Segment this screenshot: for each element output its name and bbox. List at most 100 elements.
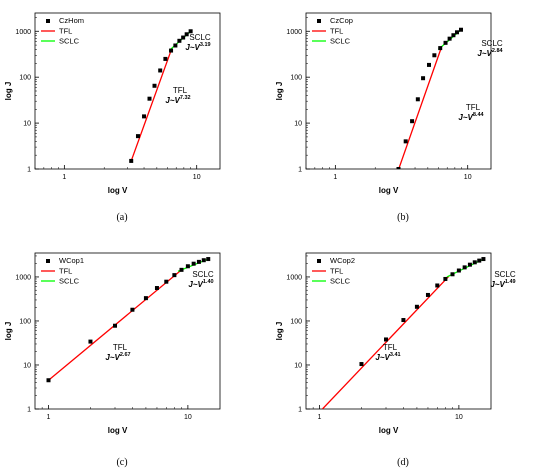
data-point-wcop1 [154,286,159,291]
annotation-equation-sclc: J~V2.84 [477,48,503,58]
y-tick-label: 1 [27,167,31,174]
y-tick-label: 1000 [15,29,31,36]
data-point-czcop [458,27,463,32]
data-point-czhom [177,38,182,43]
y-axis-title: log J [4,322,13,341]
legend-label: CzHom [59,16,84,25]
annotation-equation-tfl: J~V7.32 [165,95,190,105]
annotation-equation-sclc: J~V1.49 [490,279,515,289]
x-tick-label: 10 [184,414,192,421]
data-point-wcop2 [477,258,482,263]
panel-caption: (a) [116,212,127,223]
data-point-czhom [163,56,168,61]
y-tick-label: 1000 [15,274,31,281]
legend-label-tfl: TFL [59,27,72,36]
panel-caption: (b) [397,212,409,223]
series-group [396,27,463,169]
annotation-label-tfl: TFL [113,343,128,352]
legend-label: WCop1 [59,256,84,265]
data-point-czhom [173,43,178,48]
data-point-wcop1 [196,259,201,264]
data-point-czhom [142,114,147,119]
data-point-wcop1 [46,378,51,383]
legend-marker [46,259,50,263]
legend-label-sclc: SCLC [59,277,80,286]
data-point-czcop [454,30,459,35]
annotation-equation-tfl: J~V2.67 [105,352,130,362]
data-point-wcop1 [179,267,184,272]
legend-label: WCop2 [330,256,355,265]
x-tick-label: 10 [455,414,463,421]
data-point-czcop [451,33,456,38]
annotation-exponent: 1.49 [505,279,516,285]
x-axis-title: log V [379,186,399,195]
y-tick-label: 1000 [286,274,302,281]
panel-caption: (c) [116,457,127,468]
data-point-wcop1 [130,307,135,312]
data-point-wcop2 [467,262,472,267]
data-point-czhom [184,32,189,37]
data-point-czhom [181,35,186,40]
data-point-czcop [410,119,415,124]
annotation-equation-tfl: J~V8.44 [458,112,484,122]
legend-marker [317,19,321,23]
y-tick-label: 100 [290,75,302,82]
legend-marker [317,259,321,263]
legend-label-tfl: TFL [59,267,72,276]
legend-label-tfl: TFL [330,27,343,36]
y-axis-title: log J [4,82,13,101]
data-point-czhom [152,83,157,88]
series-line-tfl [130,50,172,162]
data-point-czcop [443,40,448,45]
legend-label: CzCop [330,16,353,25]
data-point-czhom [188,29,193,34]
data-point-czhom [169,48,174,53]
y-tick-label: 10 [23,362,31,369]
data-point-wcop2 [414,304,419,309]
plot-frame [34,252,221,410]
data-point-wcop1 [143,296,148,301]
panel-caption: (d) [397,457,409,468]
legend-label-tfl: TFL [330,267,343,276]
x-tick-label: 10 [193,174,201,181]
series-line-tfl [321,275,450,409]
x-axis-title: log V [108,426,128,435]
data-point-wcop1 [172,273,177,278]
data-point-czcop [396,167,401,169]
annotation-label-tfl: TFL [173,86,188,95]
data-point-wcop1 [191,261,196,266]
series-group [129,29,193,163]
plot-frame [305,252,492,410]
data-point-wcop2 [435,283,440,288]
x-tick-label: 1 [47,414,51,421]
x-tick-label: 1 [62,174,66,181]
data-point-wcop1 [164,279,169,284]
y-tick-label: 10 [294,121,302,128]
annotation-exponent: 3.41 [390,352,401,358]
y-axis-title: log J [275,82,284,101]
data-point-wcop2 [462,265,467,270]
data-point-czhom [135,134,140,139]
y-tick-label: 1 [27,407,31,414]
data-point-czhom [158,68,163,73]
legend-label-sclc: SCLC [59,37,80,46]
data-point-wcop2 [359,362,364,367]
data-point-czcop [421,76,426,81]
legend-marker [46,19,50,23]
series-group [46,257,211,383]
annotation-label-sclc: SCLC [189,33,211,42]
annotation-exponent: 3.19 [200,42,211,48]
x-tick-label: 10 [464,174,472,181]
series-group [321,257,486,409]
x-tick-label: 1 [333,174,337,181]
annotation-equation-tfl: J~V3.41 [375,352,400,362]
data-point-wcop1 [113,323,118,328]
data-point-wcop1 [185,264,190,269]
y-axis-title: log J [275,322,284,341]
data-point-wcop2 [472,260,477,265]
y-tick-label: 1 [298,167,302,174]
